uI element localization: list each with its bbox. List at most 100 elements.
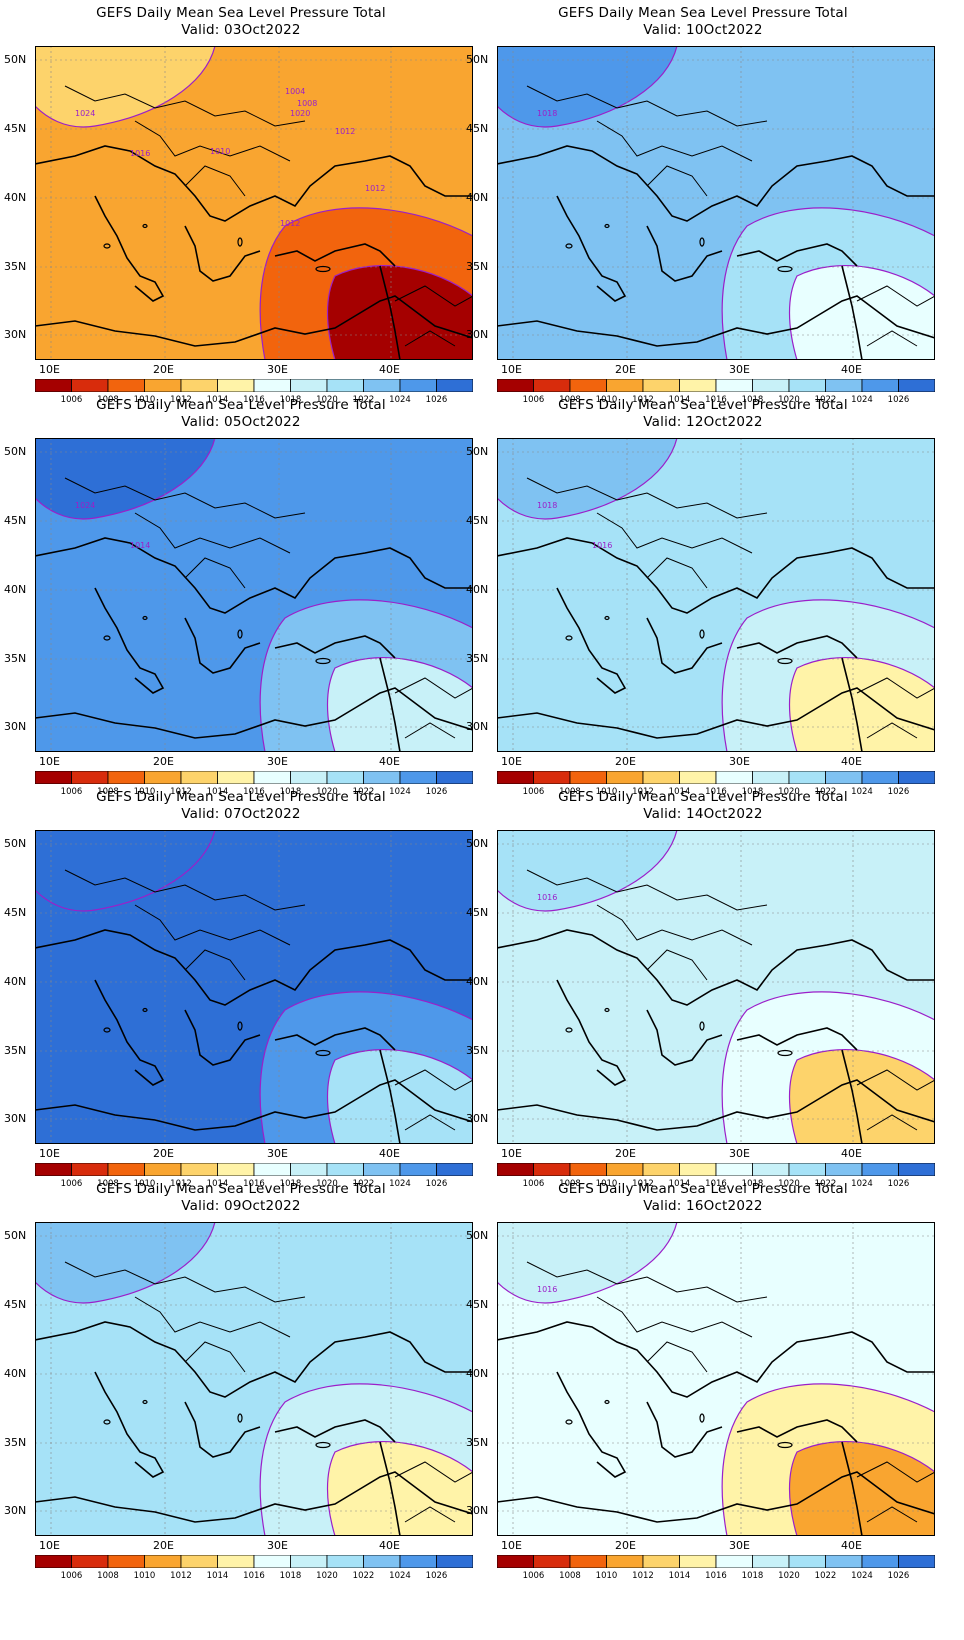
pressure-map: 1024 1014 — [35, 438, 473, 752]
island — [699, 237, 705, 247]
latitude-label: 45N — [4, 906, 27, 919]
longitude-label: 40E — [841, 1539, 862, 1552]
colorbar-segment — [290, 379, 328, 392]
colorbar-segment — [326, 379, 364, 392]
colorbar-tick-label: 1006 — [522, 787, 545, 797]
colorbar-tick-label: 1020 — [316, 1179, 338, 1189]
colorbar-tick-label: 1024 — [851, 787, 873, 797]
colorbar-segment — [180, 1163, 218, 1176]
latitude-label: 35N — [4, 260, 27, 273]
latitude-label: 30N — [4, 328, 27, 341]
colorbar-tick-label: 1026 — [425, 395, 448, 405]
colorbar-segment — [399, 771, 437, 784]
coastline — [274, 1419, 396, 1443]
island — [103, 1419, 111, 1425]
longitude-label: 40E — [379, 755, 400, 768]
latitude-label: 50N — [4, 1229, 27, 1242]
longitude-label: 30E — [267, 755, 288, 768]
colorbar-tick-label: 1012 — [632, 1571, 654, 1581]
colorbar — [497, 1163, 935, 1176]
coastline — [94, 1371, 165, 1478]
longitude-label: 20E — [615, 1539, 636, 1552]
longitude-label: 20E — [153, 1147, 174, 1160]
contour-label: 1024 — [75, 501, 95, 510]
longitude-label: 20E — [153, 363, 174, 376]
pressure-map — [35, 1222, 473, 1536]
country-border — [866, 722, 918, 739]
colorbar-segment — [253, 379, 291, 392]
island — [604, 223, 610, 229]
colorbar-tick-label: 1024 — [851, 1571, 873, 1581]
colorbar-tick-label: 1026 — [425, 1571, 448, 1581]
colorbar-tick-label: 1012 — [632, 787, 654, 797]
latitude-label: 30N — [4, 1504, 27, 1517]
colorbar-segment — [180, 379, 218, 392]
longitude-label: 30E — [729, 363, 750, 376]
island — [699, 629, 705, 639]
coastline — [379, 1049, 401, 1144]
pressure-zone — [497, 1222, 678, 1304]
coastline — [497, 1471, 935, 1523]
colorbar-segment — [606, 1555, 644, 1568]
contour-label: 1004 — [285, 87, 305, 96]
colorbar-tick-label: 1010 — [595, 1179, 618, 1189]
colorbar-segment — [569, 771, 607, 784]
colorbar-tick-label: 1024 — [389, 787, 411, 797]
map-panel: GEFS Daily Mean Sea Level Pressure Total… — [0, 784, 482, 1194]
latitude-label: 45N — [4, 514, 27, 527]
colorbar-tick-label: 1014 — [668, 1571, 691, 1581]
colorbar-tick-label: 1014 — [668, 1179, 691, 1189]
colorbar-segment — [861, 1555, 899, 1568]
colorbar-segment — [861, 1163, 899, 1176]
colorbar-tick-label: 1010 — [133, 787, 156, 797]
island — [777, 1049, 793, 1057]
colorbar-tick-label: 1018 — [741, 1571, 764, 1581]
longitude-label: 30E — [267, 363, 288, 376]
colorbar-segment — [35, 379, 72, 392]
panel-valid-date: Valid: 16Oct2022 — [643, 1198, 763, 1214]
longitude-label: 20E — [153, 1539, 174, 1552]
latitude-label: 50N — [466, 837, 489, 850]
colorbar-tick-label: 1026 — [887, 395, 910, 405]
panel-title: GEFS Daily Mean Sea Level Pressure Total — [96, 1181, 386, 1197]
pressure-zone — [35, 1222, 216, 1304]
longitude-label: 30E — [267, 1147, 288, 1160]
coastline — [841, 265, 863, 360]
latitude-label: 40N — [4, 583, 27, 596]
colorbar-tick-label: 1016 — [705, 787, 727, 797]
contour-label: 1020 — [290, 109, 310, 118]
longitude-label: 10E — [501, 363, 522, 376]
country-border — [404, 1114, 456, 1131]
country-border — [394, 1069, 473, 1091]
island — [103, 1027, 111, 1033]
country-border — [526, 477, 768, 519]
coastline — [35, 687, 473, 739]
colorbar-segment — [642, 1555, 680, 1568]
colorbar-tick-label: 1014 — [668, 395, 691, 405]
colorbar-tick-label: 1008 — [559, 1571, 581, 1581]
map-panel: GEFS Daily Mean Sea Level Pressure Total… — [462, 392, 944, 802]
latitude-label: 45N — [466, 906, 489, 919]
coastline — [556, 587, 627, 694]
coastline — [274, 243, 396, 267]
colorbar-segment — [436, 1163, 473, 1176]
contour-label: 1012 — [335, 127, 355, 136]
colorbar-segment — [107, 379, 145, 392]
colorbar-segment — [825, 1163, 863, 1176]
country-border — [184, 165, 246, 197]
coastline — [646, 225, 723, 282]
colorbar-segment — [253, 1555, 291, 1568]
latitude-label: 30N — [466, 328, 489, 341]
colorbar-tick-label: 1026 — [887, 1571, 910, 1581]
island — [237, 629, 243, 639]
panel-title: GEFS Daily Mean Sea Level Pressure Total — [558, 1181, 848, 1197]
coastline — [736, 1027, 858, 1051]
panel-valid-date: Valid: 14Oct2022 — [643, 806, 763, 822]
country-border — [64, 477, 306, 519]
colorbar-segment — [715, 379, 753, 392]
country-border — [646, 165, 708, 197]
colorbar-segment — [363, 1163, 401, 1176]
colorbar-tick-label: 1012 — [170, 787, 192, 797]
country-border — [866, 1114, 918, 1131]
country-border — [526, 1261, 768, 1303]
